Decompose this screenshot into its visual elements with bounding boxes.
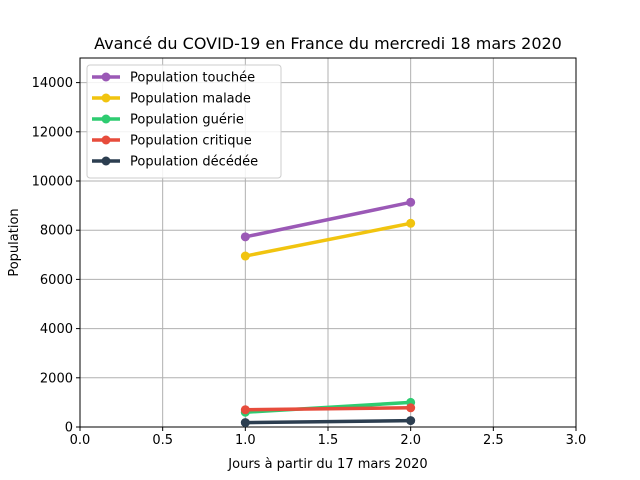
legend-item: Population décédée (92, 155, 258, 170)
grid (79, 58, 577, 428)
legend-marker (101, 93, 111, 103)
x-tick-label: 0.5 (152, 433, 173, 448)
y-axis-label: Population (7, 208, 22, 276)
series-line (245, 406, 411, 412)
data-point (406, 416, 416, 426)
x-tick-label: 2.0 (400, 433, 421, 448)
series-0 (240, 197, 416, 242)
x-axis: 0.0 0.5 1.0 1.5 2.0 2.5 3.0 (70, 427, 587, 448)
legend-item: Population touchée (92, 71, 255, 86)
y-tick-label: 6000 (40, 273, 73, 288)
legend: Population touchée Population malade Popul… (86, 64, 282, 179)
data-point (406, 218, 416, 228)
x-axis-label: Jours à partir du 17 mars 2020 (227, 457, 427, 472)
y-axis: 0 2000 4000 6000 8000 10000 12000 14000 (32, 76, 80, 436)
legend-marker (101, 156, 111, 166)
series-1 (240, 218, 416, 261)
x-tick-label: 3.0 (566, 433, 587, 448)
x-tick-label: 1.5 (318, 433, 339, 448)
legend-item: Population critique (92, 134, 252, 149)
series-group (240, 197, 416, 428)
data-point (406, 197, 416, 207)
series-line (245, 418, 411, 425)
x-tick-label: 1.0 (235, 433, 256, 448)
legend-label: Population décédée (130, 155, 258, 170)
y-tick-label: 14000 (32, 76, 73, 91)
series-line (244, 221, 412, 258)
data-point (240, 405, 250, 415)
y-tick-label: 0 (65, 421, 73, 436)
y-tick-label: 2000 (40, 371, 73, 386)
legend-item: Population malade (92, 92, 251, 107)
data-point (240, 418, 250, 428)
series-4 (240, 416, 416, 428)
data-point (406, 403, 416, 413)
y-tick-label: 4000 (40, 322, 73, 337)
legend-label: Population guérie (130, 113, 244, 128)
x-tick-label: 0.0 (70, 433, 91, 448)
series-line (244, 200, 412, 239)
legend-item: Population guérie (92, 113, 244, 128)
legend-label: Population touchée (130, 71, 255, 86)
chart-title: Avancé du COVID-19 en France du mercredi… (94, 34, 562, 53)
legend-marker (101, 114, 111, 124)
data-point (240, 232, 250, 242)
legend-marker (101, 135, 111, 145)
legend-label: Population critique (130, 134, 252, 149)
x-tick-label: 2.5 (483, 433, 504, 448)
y-tick-label: 12000 (32, 125, 73, 140)
y-tick-label: 8000 (40, 224, 73, 239)
data-point (240, 251, 250, 261)
legend-marker (101, 72, 111, 82)
y-tick-label: 10000 (32, 175, 73, 190)
legend-label: Population malade (130, 92, 251, 107)
series-3 (240, 403, 416, 415)
legend-box (86, 64, 282, 179)
